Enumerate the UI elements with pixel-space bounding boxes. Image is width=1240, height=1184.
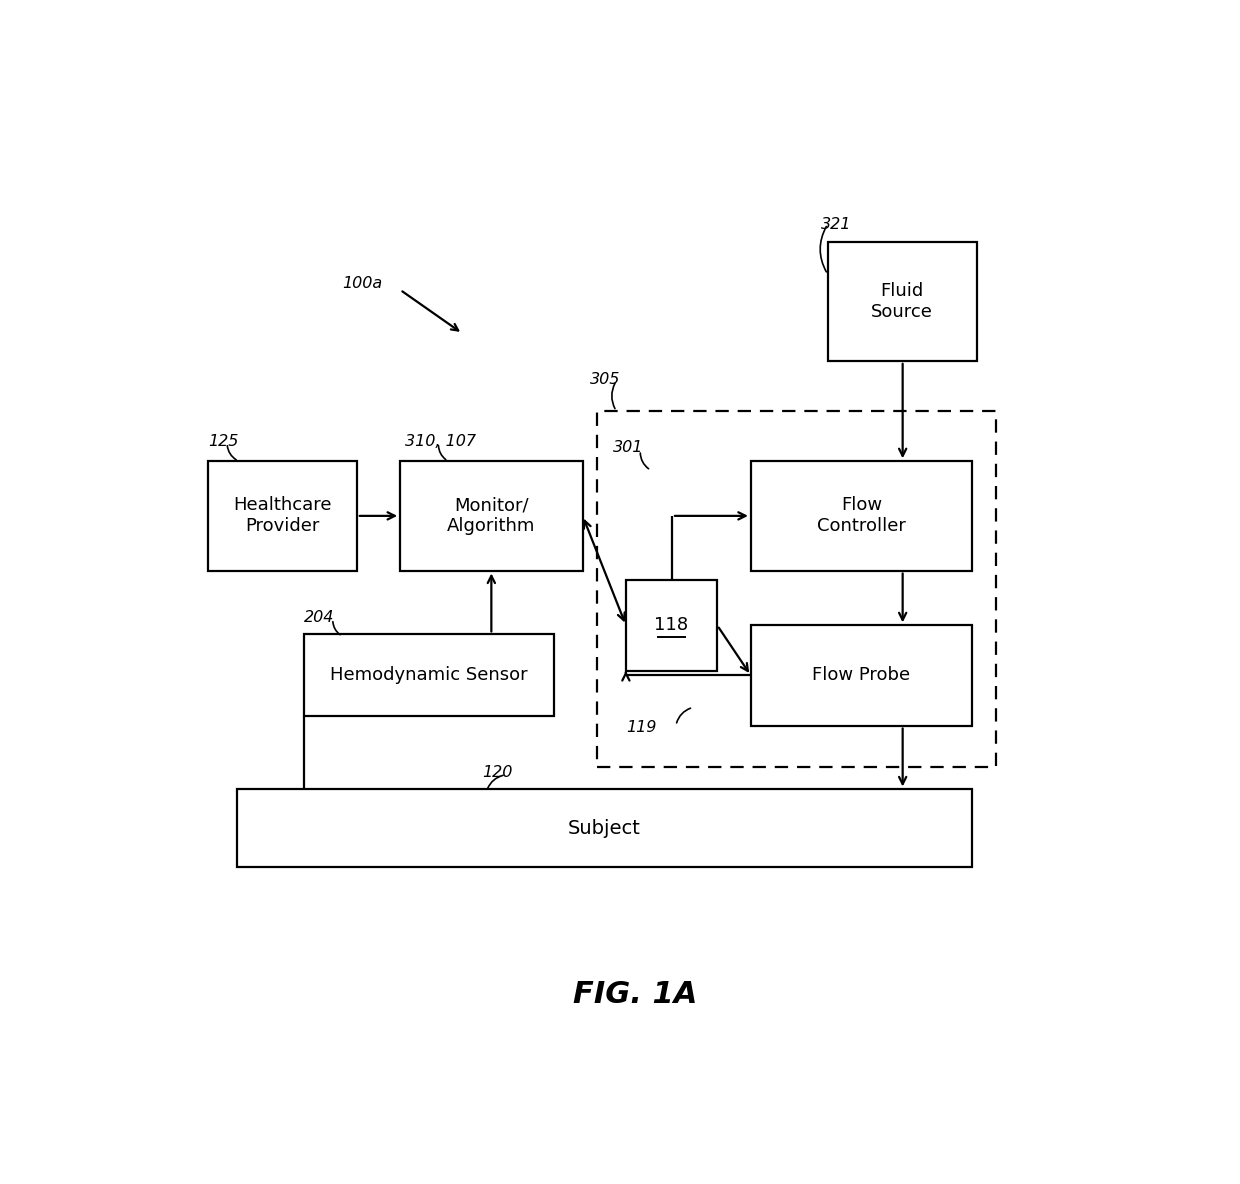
Text: FIG. 1A: FIG. 1A bbox=[573, 980, 698, 1009]
Text: 301: 301 bbox=[614, 440, 644, 455]
Text: Flow
Controller: Flow Controller bbox=[817, 496, 905, 535]
Bar bbox=[304, 635, 554, 716]
Text: 204: 204 bbox=[304, 611, 335, 625]
Bar bbox=[828, 243, 977, 361]
Text: 120: 120 bbox=[481, 766, 512, 780]
Text: Healthcare
Provider: Healthcare Provider bbox=[233, 496, 331, 535]
Bar bbox=[596, 411, 996, 766]
Bar bbox=[751, 461, 972, 571]
Bar bbox=[401, 461, 583, 571]
Text: Fluid
Source: Fluid Source bbox=[872, 282, 934, 321]
Text: 125: 125 bbox=[208, 433, 238, 449]
Text: 119: 119 bbox=[626, 720, 656, 735]
Text: 305: 305 bbox=[590, 372, 621, 387]
Text: Subject: Subject bbox=[568, 818, 641, 837]
Bar bbox=[237, 790, 972, 867]
Text: 310, 107: 310, 107 bbox=[404, 433, 476, 449]
Text: Flow Probe: Flow Probe bbox=[812, 667, 910, 684]
Text: 321: 321 bbox=[821, 217, 852, 232]
Bar bbox=[626, 580, 717, 671]
Text: 118: 118 bbox=[655, 616, 688, 635]
Text: 100a: 100a bbox=[342, 276, 382, 291]
Bar bbox=[751, 625, 972, 726]
Text: Hemodynamic Sensor: Hemodynamic Sensor bbox=[330, 667, 528, 684]
Bar bbox=[208, 461, 357, 571]
Text: Monitor/
Algorithm: Monitor/ Algorithm bbox=[448, 496, 536, 535]
